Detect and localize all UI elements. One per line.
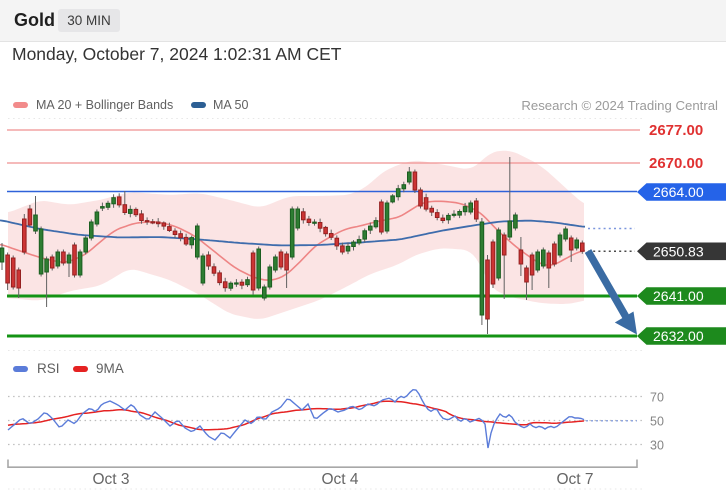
svg-text:2664.00: 2664.00: [653, 184, 704, 200]
svg-text:2650.83: 2650.83: [653, 243, 704, 259]
svg-text:2641.00: 2641.00: [653, 288, 704, 304]
svg-text:Oct 7: Oct 7: [556, 471, 593, 488]
svg-text:Oct 4: Oct 4: [321, 471, 358, 488]
svg-text:50: 50: [650, 415, 664, 429]
svg-text:30: 30: [650, 439, 664, 453]
svg-text:Oct 3: Oct 3: [92, 471, 129, 488]
svg-text:2632.00: 2632.00: [653, 328, 704, 344]
svg-text:70: 70: [650, 391, 664, 405]
svg-text:2677.00: 2677.00: [649, 122, 703, 139]
svg-text:2670.00: 2670.00: [649, 155, 703, 172]
